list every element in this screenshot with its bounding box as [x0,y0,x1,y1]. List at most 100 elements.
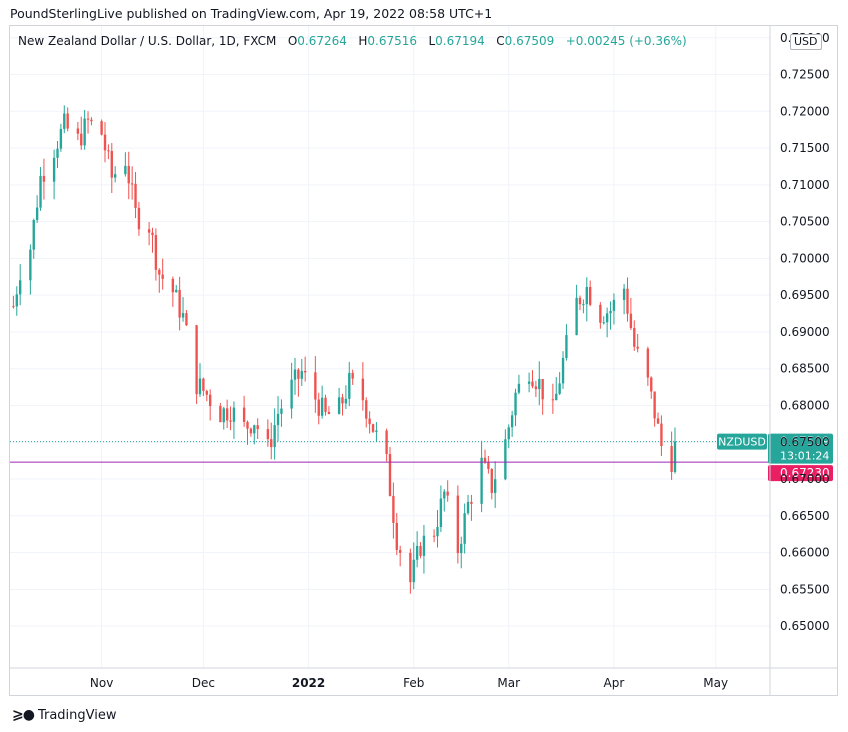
candle [588,280,592,307]
chart-frame[interactable] [9,25,838,696]
candle-body [626,288,629,314]
candle [205,389,208,402]
candle [256,418,259,440]
candle [225,399,229,429]
candle-body [588,286,592,305]
candle [470,494,473,521]
candle [578,295,582,311]
candle-body [270,439,273,448]
candle-body [80,133,83,146]
candle-body [436,526,439,537]
candle [127,151,130,200]
candle-body [466,501,470,514]
candle [181,297,185,322]
candle-body [422,535,426,556]
candle-body [273,425,276,448]
price-tick-label: 0.65000 [780,619,830,633]
candle-body [110,151,113,178]
tradingview-brand: TradingView [37,707,117,723]
candle [446,480,449,502]
candle-body [415,545,419,560]
candle [439,485,443,533]
price-tick-label: 0.69500 [780,288,830,302]
candle [76,122,80,141]
candle-body [633,328,636,347]
candle [636,333,639,353]
candle [52,149,56,200]
tradingview-logo[interactable]: ⩾● TradingView [12,707,117,723]
candle-body [337,397,341,414]
time-tick-label: May [703,676,728,690]
candle [18,264,22,306]
candle [303,356,307,382]
candle [195,324,198,405]
candle-body [388,453,392,496]
candle-body [456,495,460,554]
candle-body [514,392,517,416]
time-tick-label: 2022 [292,676,325,690]
candle [629,297,633,331]
candle-body [398,549,402,553]
candle [90,117,93,126]
candle-body [344,398,348,404]
candle [480,440,483,513]
candle-body [493,479,497,493]
candle-body [127,165,130,184]
time-tick-label: Feb [403,676,424,690]
candle-body [504,439,507,480]
candle-body [517,383,521,393]
candle [66,107,69,132]
candle [297,368,300,397]
candle [107,144,110,160]
price-tick-label: 0.68000 [780,398,830,412]
candle-body [385,430,388,454]
candle [534,380,538,398]
candle-body [39,175,42,208]
low-value: 0.67194 [435,34,485,48]
candle [527,372,531,393]
candle-body [375,430,378,432]
candle-body [582,304,585,306]
candle-body [368,418,371,425]
candle-body [646,348,650,378]
candle [124,152,127,177]
candle-body [147,229,151,233]
candle [517,374,521,395]
tradingview-icon: ⩾● [12,707,35,723]
close-value: 0.67509 [504,34,555,48]
candle-body [178,289,181,318]
candle-body [242,407,246,422]
candles [12,105,677,594]
candle [344,385,348,410]
candle [317,392,320,425]
candle [35,195,39,223]
candle [59,123,63,152]
chart-legend: New Zealand Dollar / U.S. Dollar, 1D, FX… [18,34,687,48]
candle [151,227,154,253]
candle [466,494,470,515]
candle-body [175,289,178,293]
candle [493,461,497,508]
candle [605,307,609,338]
price-tick-label: 0.66500 [780,509,830,523]
time-tick-label: Mar [497,676,520,690]
candle-body [225,408,229,421]
candle-body [293,369,297,380]
candle [314,356,317,413]
candle [100,119,103,136]
candle-body [205,390,208,395]
candle-body [531,381,534,387]
candle [361,362,365,411]
candle-body [446,491,449,496]
candle [222,406,225,430]
candle [208,389,212,421]
candle [253,424,256,445]
price-tick-label: 0.66000 [780,546,830,560]
candle-body [130,183,134,185]
currency-unit-button[interactable]: USD [790,34,822,50]
candle-body [232,407,236,422]
candle [633,320,636,351]
candle [15,286,18,316]
candle-body [324,397,327,412]
